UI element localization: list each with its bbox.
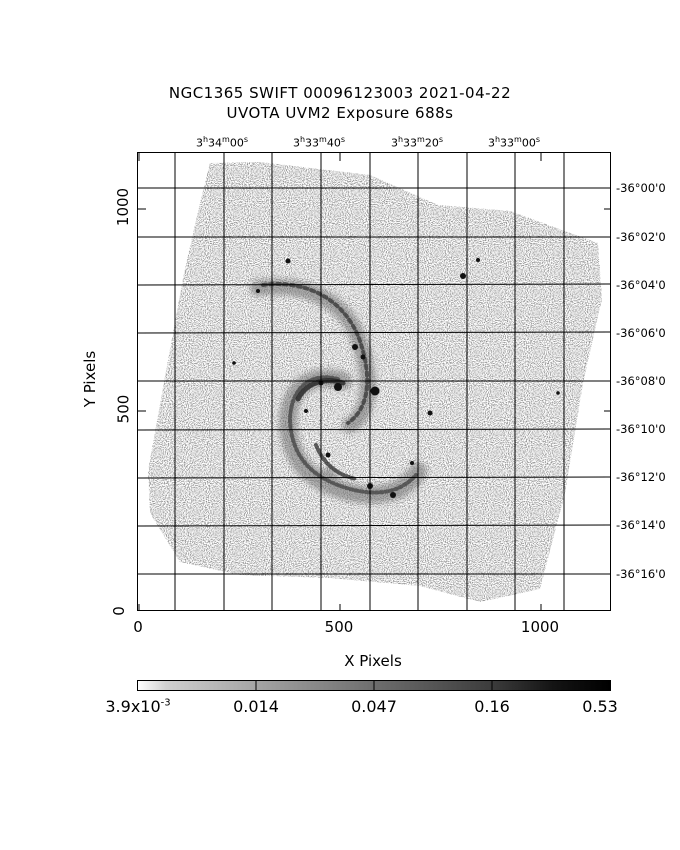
dec-tick-label-3: -36°04'0 — [616, 278, 666, 292]
ra-tick-label-4: 3h33m00s — [487, 135, 541, 150]
dec-tick-label-6: -36°10'0 — [616, 422, 666, 436]
dec-tick-label-7: -36°12'0 — [616, 470, 666, 484]
dec-tick-label-8: -36°14'0 — [616, 518, 666, 532]
x-tick-label-500: 500 — [324, 618, 354, 636]
galaxy-image-panel — [137, 152, 611, 611]
dec-tick-label-5: -36°08'0 — [616, 374, 666, 388]
dec-tick-label-1: -36°00'0 — [616, 181, 666, 195]
colorbar-label-5: 0.53 — [582, 697, 618, 716]
ra-tick-label-1: 3h34m00s — [195, 135, 249, 150]
image-title-line2: UVOTA UVM2 Exposure 688s — [226, 104, 454, 122]
colorbar-label-4: 0.16 — [474, 697, 510, 716]
dec-tick-label-4: -36°06'0 — [616, 326, 666, 340]
y-tick-label-1000: 1000 — [114, 187, 133, 227]
y-axis-label: Y Pixels — [81, 350, 100, 408]
image-title-line1: NGC1365 SWIFT 00096123003 2021-04-22 — [168, 84, 512, 102]
dec-tick-label-9: -36°16'0 — [616, 567, 666, 581]
pixel-axis-ticks — [138, 153, 610, 610]
dec-tick-label-2: -36°02'0 — [616, 230, 666, 244]
colorbar-label-min: 3.9x10-3 — [105, 697, 171, 716]
x-tick-label-1000: 1000 — [520, 618, 560, 636]
intensity-colorbar — [137, 680, 611, 691]
galaxy-exposure-image — [138, 153, 610, 610]
y-tick-label-500: 500 — [114, 394, 133, 424]
ra-tick-label-3: 3h33m20s — [390, 135, 444, 150]
spiral-arms — [250, 278, 427, 504]
x-axis-label: X Pixels — [344, 652, 402, 670]
x-tick-label-0: 0 — [133, 618, 143, 636]
y-tick-label-0: 0 — [109, 606, 128, 616]
colorbar-label-2: 0.014 — [233, 697, 279, 716]
bright-sources — [232, 258, 560, 498]
coordinate-grid — [138, 153, 610, 610]
ra-tick-label-2: 3h33m40s — [292, 135, 346, 150]
colorbar-label-3: 0.047 — [351, 697, 397, 716]
